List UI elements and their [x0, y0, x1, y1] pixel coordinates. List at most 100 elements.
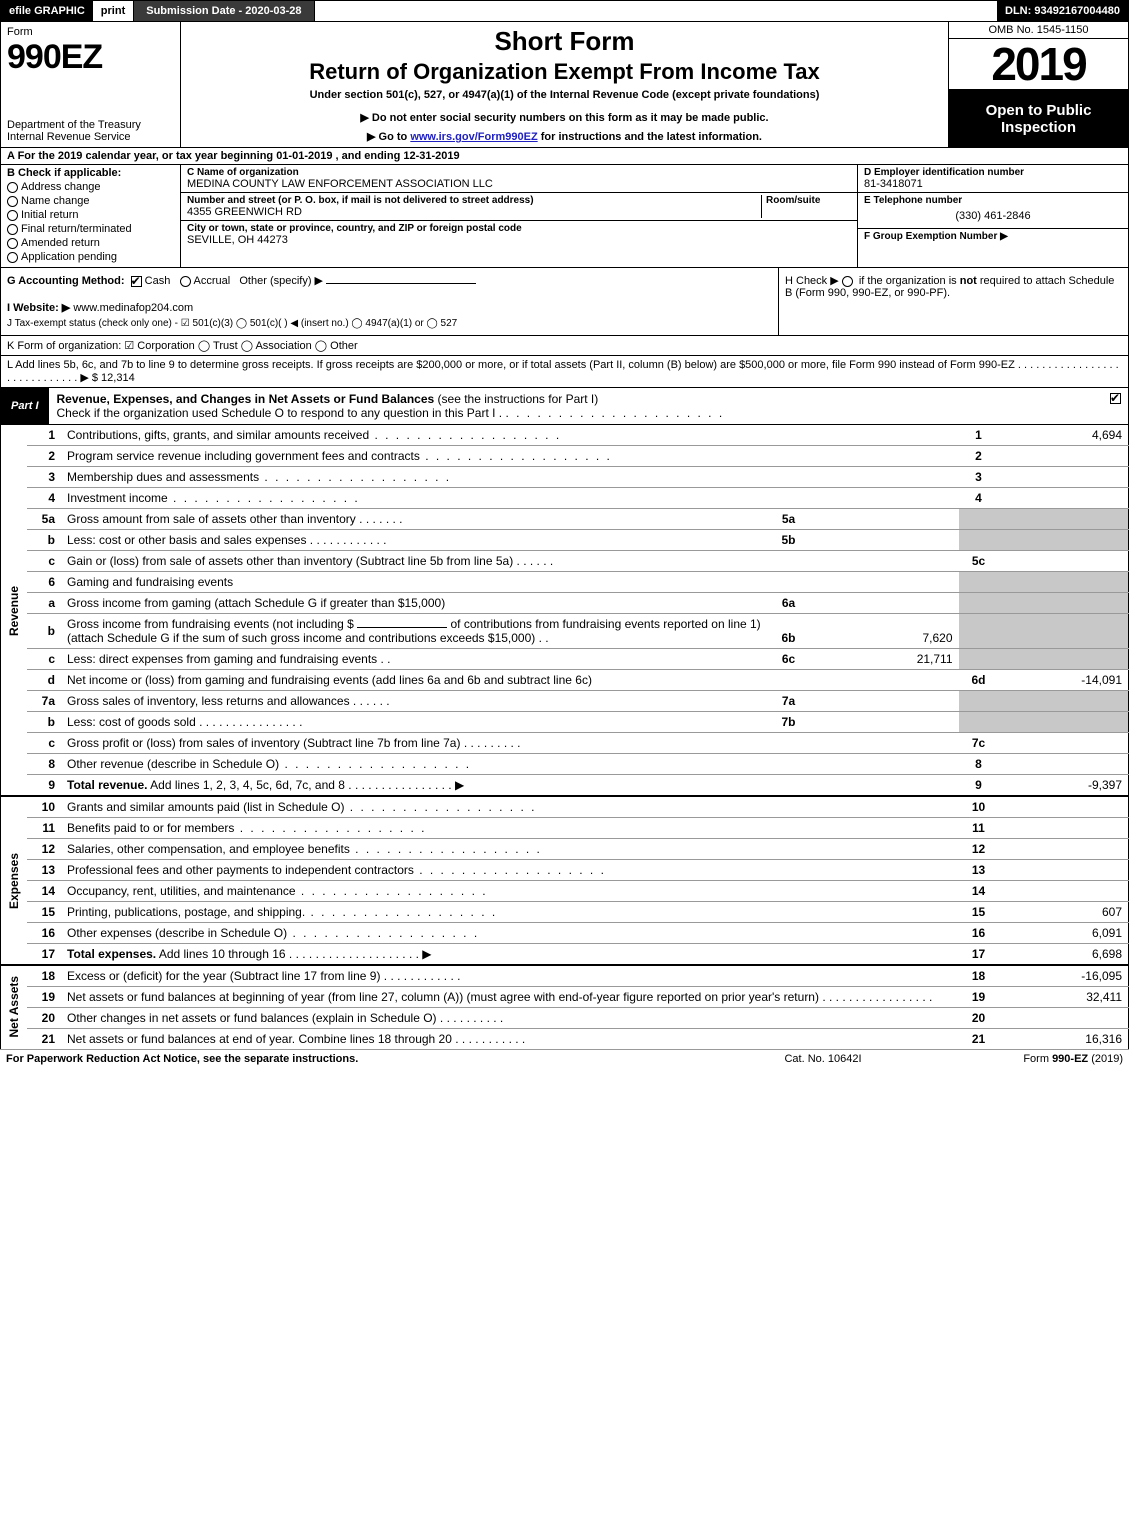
print-button[interactable]: print	[93, 1, 134, 21]
line-7b: b Less: cost of goods sold . . . . . . .…	[1, 712, 1129, 733]
h-checkbox[interactable]	[842, 276, 853, 287]
line-val	[999, 881, 1129, 902]
line-num: 18	[27, 965, 61, 987]
street-label: Number and street (or P. O. box, if mail…	[187, 195, 761, 206]
line-desc: Occupancy, rent, utilities, and maintena…	[67, 884, 296, 898]
line-desc: Add lines 10 through 16	[159, 947, 286, 961]
accrual-checkbox[interactable]	[180, 276, 191, 287]
chk-final-return[interactable]: Final return/terminated	[7, 223, 174, 235]
irs-link[interactable]: www.irs.gov/Form990EZ	[410, 131, 537, 143]
line-val: -14,091	[999, 670, 1129, 691]
page-footer: For Paperwork Reduction Act Notice, see …	[0, 1050, 1129, 1068]
sub-col: 6a	[769, 593, 809, 614]
chk-label: Amended return	[21, 237, 100, 249]
blank-line[interactable]	[357, 627, 447, 628]
part1-title-rest: (see the instructions for Part I)	[438, 392, 599, 406]
line-3: 3 Membership dues and assessments 3	[1, 467, 1129, 488]
dots	[296, 884, 488, 898]
line-num: d	[27, 670, 61, 691]
line-5b: b Less: cost or other basis and sales ex…	[1, 530, 1129, 551]
line-val	[999, 446, 1129, 467]
chk-amended-return[interactable]: Amended return	[7, 237, 174, 249]
phone-value: (330) 461-2846	[864, 206, 1122, 226]
top-bar: efile GRAPHIC print Submission Date - 20…	[0, 0, 1129, 22]
city-cell: City or town, state or province, country…	[181, 221, 857, 248]
sub-val	[809, 712, 959, 733]
website-link[interactable]: www.medinafop204.com	[73, 302, 193, 314]
col-b: B Check if applicable: Address change Na…	[1, 165, 181, 267]
line-desc: Net assets or fund balances at end of ye…	[67, 1032, 452, 1046]
line-num: b	[27, 614, 61, 649]
line-val	[999, 551, 1129, 572]
line-col: 4	[959, 488, 999, 509]
dots: . . . . . . . . . .	[437, 1011, 504, 1025]
chk-application-pending[interactable]: Application pending	[7, 251, 174, 263]
group-exemption-cell: F Group Exemption Number ▶	[858, 229, 1128, 244]
sub-val	[809, 509, 959, 530]
line-col: 9	[959, 775, 999, 797]
line-desc: Gross amount from sale of assets other t…	[67, 512, 356, 526]
line-num: 21	[27, 1029, 61, 1050]
line-val	[999, 860, 1129, 881]
line-col: 20	[959, 1008, 999, 1029]
line-desc: Grants and similar amounts paid (list in…	[67, 800, 344, 814]
sub-col: 5a	[769, 509, 809, 530]
line-9: 9 Total revenue. Add lines 1, 2, 3, 4, 5…	[1, 775, 1129, 797]
line-val	[999, 1008, 1129, 1029]
submission-date: Submission Date - 2020-03-28	[134, 1, 314, 21]
chk-label: Final return/terminated	[21, 223, 132, 235]
dots	[420, 449, 612, 463]
line-val	[999, 839, 1129, 860]
line-7c: c Gross profit or (loss) from sales of i…	[1, 733, 1129, 754]
line-num: c	[27, 551, 61, 572]
line-col: 18	[959, 965, 999, 987]
grey-cell	[999, 649, 1129, 670]
line-4: 4 Investment income 4	[1, 488, 1129, 509]
line-6a: a Gross income from gaming (attach Sched…	[1, 593, 1129, 614]
line-7a: 7a Gross sales of inventory, less return…	[1, 691, 1129, 712]
chk-name-change[interactable]: Name change	[7, 195, 174, 207]
part1-checkbox[interactable]	[1098, 388, 1128, 424]
chk-label: Application pending	[21, 251, 117, 263]
line-col: 12	[959, 839, 999, 860]
grey-cell	[999, 593, 1129, 614]
line-5c: c Gain or (loss) from sale of assets oth…	[1, 551, 1129, 572]
line-val: 6,698	[999, 944, 1129, 966]
grey-cell	[959, 712, 999, 733]
dots: . . . . . . . . . . . . . . . . .	[819, 990, 932, 1004]
dots: . . . . . .	[513, 554, 553, 568]
sub-col: 6c	[769, 649, 809, 670]
ein-value: 81-3418071	[864, 178, 1122, 190]
sub-val	[809, 691, 959, 712]
k-form-org: K Form of organization: ☑ Corporation ◯ …	[0, 336, 1129, 356]
line-12: 12 Salaries, other compensation, and emp…	[1, 839, 1129, 860]
revenue-sidebar: Revenue	[1, 425, 28, 796]
chk-address-change[interactable]: Address change	[7, 181, 174, 193]
line-num: 8	[27, 754, 61, 775]
dots	[287, 926, 479, 940]
line-num: 2	[27, 446, 61, 467]
phone-label: E Telephone number	[864, 195, 1122, 206]
dots: . . . . . . . . . . . .	[380, 969, 460, 983]
form-label: Form	[7, 26, 174, 38]
chk-initial-return[interactable]: Initial return	[7, 209, 174, 221]
cash-checkbox[interactable]	[131, 276, 142, 287]
line-desc: Contributions, gifts, grants, and simila…	[67, 428, 369, 442]
gh-row: G Accounting Method: Cash Accrual Other …	[0, 267, 1129, 336]
sub-col: 7a	[769, 691, 809, 712]
line-desc: Other expenses (describe in Schedule O)	[67, 926, 287, 940]
footer-left: For Paperwork Reduction Act Notice, see …	[6, 1053, 723, 1065]
arrow-icon: ▶	[422, 947, 431, 961]
line-desc: Gain or (loss) from sale of assets other…	[67, 554, 513, 568]
col-cde: C Name of organization MEDINA COUNTY LAW…	[181, 165, 1128, 267]
dots	[279, 757, 471, 771]
line-num: 20	[27, 1008, 61, 1029]
chk-label: Initial return	[21, 209, 78, 221]
line-desc: Excess or (deficit) for the year (Subtra…	[67, 969, 380, 983]
part1-dots: . . . . . . . . . . . . . . . . . . . . …	[505, 406, 724, 420]
short-form-title: Short Form	[187, 26, 942, 57]
footer-cat: Cat. No. 10642I	[723, 1053, 923, 1065]
line-num: 5a	[27, 509, 61, 530]
h-check: H Check ▶ if the organization is not req…	[778, 268, 1128, 335]
other-specify-line[interactable]	[326, 283, 476, 284]
